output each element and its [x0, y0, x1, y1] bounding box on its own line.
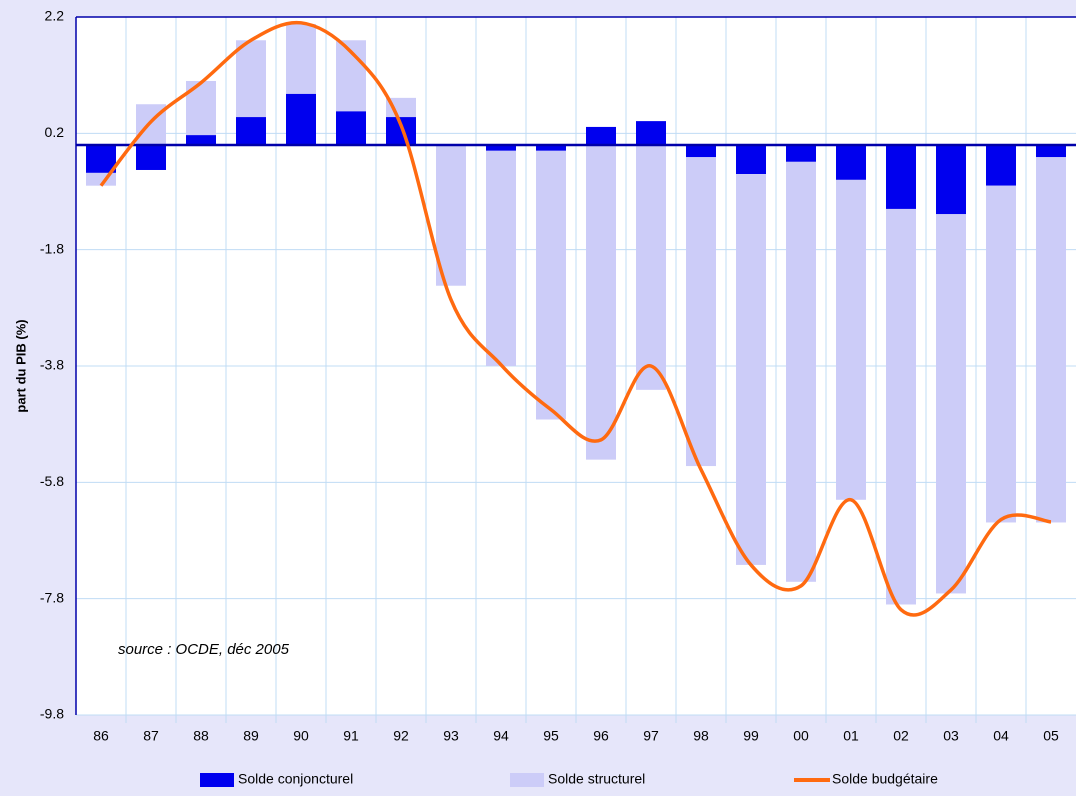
x-tick-label: 98 — [693, 728, 709, 744]
legend-swatch — [510, 773, 544, 787]
x-tick-label: 86 — [93, 728, 109, 744]
x-tick-label: 95 — [543, 728, 559, 744]
x-tick-label: 90 — [293, 728, 309, 744]
bar — [936, 144, 966, 215]
legend-swatch — [200, 773, 234, 787]
x-tick-label: 02 — [893, 728, 909, 744]
bar — [286, 93, 316, 145]
legend-label: Solde structurel — [548, 771, 645, 787]
x-tick-label: 96 — [593, 728, 609, 744]
y-tick-label: -1.8 — [40, 240, 64, 256]
bar — [236, 40, 266, 118]
bar — [986, 185, 1016, 523]
bar — [836, 144, 866, 180]
bar — [786, 161, 816, 582]
bar — [436, 144, 466, 286]
x-tick-label: 91 — [343, 728, 359, 744]
x-tick-label: 99 — [743, 728, 759, 744]
annotation: source : OCDE, déc 2005 — [118, 641, 290, 658]
x-tick-label: 97 — [643, 728, 659, 744]
x-tick-label: 00 — [793, 728, 809, 744]
bar — [1036, 157, 1066, 523]
y-tick-label: -9.8 — [40, 706, 64, 722]
marks — [76, 20, 1076, 617]
bar — [236, 117, 266, 145]
legend-label: Solde conjoncturel — [238, 771, 353, 787]
bar — [786, 144, 816, 162]
x-tick-label: 89 — [243, 728, 259, 744]
bar — [936, 214, 966, 594]
bar — [486, 150, 516, 366]
x-tick-label: 92 — [393, 728, 409, 744]
bar — [186, 135, 216, 145]
y-tick-label: -5.8 — [40, 473, 64, 489]
bar — [736, 174, 766, 565]
x-tick-label: 94 — [493, 728, 509, 744]
y-tick-label: -7.8 — [40, 589, 64, 605]
bar — [536, 150, 566, 420]
line — [99, 20, 1052, 617]
y-tick-label: -3.8 — [40, 357, 64, 373]
x-tick-label: 88 — [193, 728, 209, 744]
bar — [886, 144, 916, 209]
x-tick-label: 93 — [443, 728, 459, 744]
bar — [286, 23, 316, 94]
bar — [1036, 144, 1066, 158]
x-tick-label: 04 — [993, 728, 1009, 744]
x-tick-label: 87 — [143, 728, 159, 744]
bar — [586, 126, 616, 145]
bar — [586, 144, 616, 460]
bar — [136, 144, 166, 170]
bar — [486, 144, 516, 151]
y-axis-label: part du PIB (%) — [13, 319, 28, 412]
bar — [536, 144, 566, 151]
bar — [886, 208, 916, 605]
bar — [686, 144, 716, 158]
grid — [75, 16, 1076, 723]
bar — [986, 144, 1016, 186]
bar — [86, 144, 116, 173]
bar — [686, 157, 716, 467]
x-tick-label: 05 — [1043, 728, 1059, 744]
bar — [636, 121, 666, 145]
x-tick-label: 03 — [943, 728, 959, 744]
y-tick-label: 2.2 — [45, 8, 65, 24]
y-tick-label: 0.2 — [45, 124, 65, 140]
bar — [736, 144, 766, 175]
bar — [836, 179, 866, 500]
x-tick-label: 01 — [843, 728, 859, 744]
legend-label: Solde budgétaire — [832, 771, 938, 787]
bar — [636, 144, 666, 390]
bar — [336, 111, 366, 145]
